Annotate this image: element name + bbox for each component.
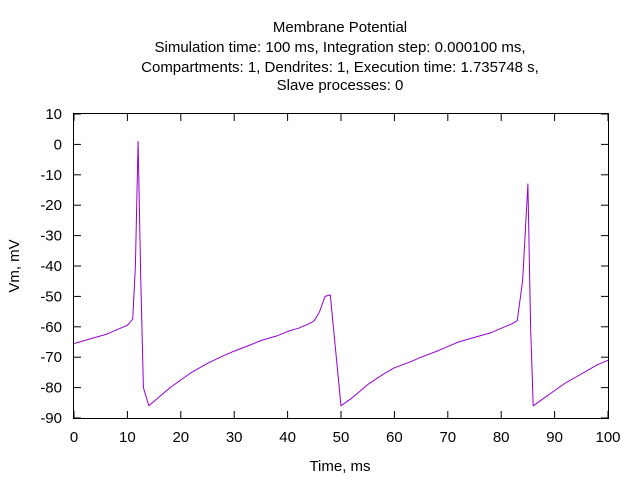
y-tick-label: -30 — [40, 228, 62, 245]
y-tick-label: -90 — [40, 410, 62, 427]
y-tick-label: -40 — [40, 258, 62, 275]
x-tick-label: 30 — [226, 429, 243, 446]
x-tick-label: 70 — [439, 429, 456, 446]
y-tick-label: -50 — [40, 288, 62, 305]
chart-title: Membrane Potential Simulation time: 100 … — [141, 19, 539, 94]
chart-title-line: Slave processes: 0 — [277, 77, 404, 94]
x-tick-label: 80 — [493, 429, 510, 446]
y-tick-label: 0 — [54, 136, 62, 153]
chart-title-line: Compartments: 1, Dendrites: 1, Execution… — [141, 59, 539, 76]
x-axis-label: Time, ms — [309, 458, 370, 475]
x-tick-label: 40 — [279, 429, 296, 446]
plot-border — [73, 113, 609, 419]
x-tick-label: 0 — [70, 429, 78, 446]
y-tick-label: -70 — [40, 349, 62, 366]
y-axis: 10 0 -10 -20 -30 -40 -50 -60 -70 -80 -90 — [40, 106, 608, 427]
x-tick-label: 10 — [119, 429, 136, 446]
x-tick-label: 100 — [595, 429, 620, 446]
y-tick-label: 10 — [45, 106, 62, 123]
chart-title-line: Membrane Potential — [273, 19, 407, 36]
y-tick-label: -20 — [40, 197, 62, 214]
y-axis-label: Vm, mV — [6, 239, 23, 292]
membrane-potential-line — [73, 140, 609, 407]
x-tick-label: 50 — [333, 429, 350, 446]
y-tick-label: -60 — [40, 319, 62, 336]
x-tick-label: 90 — [546, 429, 563, 446]
x-axis: 0 10 20 30 40 50 60 70 80 90 100 — [70, 114, 621, 446]
y-tick-label: -10 — [40, 167, 62, 184]
chart-title-line: Simulation time: 100 ms, Integration ste… — [154, 39, 525, 56]
x-tick-label: 20 — [172, 429, 189, 446]
y-tick-label: -80 — [40, 380, 62, 397]
x-tick-label: 60 — [386, 429, 403, 446]
